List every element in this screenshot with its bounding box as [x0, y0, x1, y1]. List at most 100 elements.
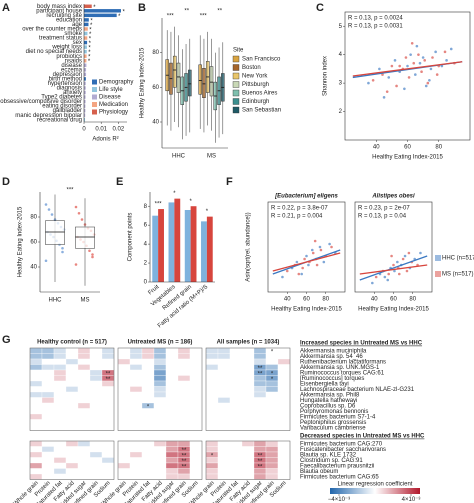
heat-cell — [217, 369, 231, 376]
bar — [84, 18, 89, 22]
heat-cell — [241, 457, 255, 464]
heat-cell — [101, 462, 115, 469]
data-point — [407, 76, 411, 79]
heat-cell — [241, 353, 255, 360]
data-point — [318, 245, 322, 249]
heat-cell — [277, 364, 291, 371]
legend-label: Pittsburgh — [242, 82, 269, 88]
heat-cell — [41, 462, 55, 469]
bar — [84, 72, 87, 77]
heat-cell — [89, 358, 103, 365]
bar — [84, 81, 86, 86]
row-label: Akkermansia muciniphila — [300, 348, 367, 354]
heat-cell — [89, 364, 103, 371]
data-point — [385, 90, 389, 93]
heat-cell — [41, 440, 55, 447]
heat-cell — [141, 468, 155, 475]
heat-cell — [189, 380, 203, 387]
heat-cell — [41, 391, 55, 398]
heat-cell — [229, 380, 243, 387]
heat-cell — [253, 347, 267, 354]
bar — [84, 4, 92, 8]
heat-cell — [153, 375, 167, 382]
heat-cell — [53, 353, 67, 360]
heat-cell — [205, 364, 219, 371]
heat-cell — [165, 440, 179, 447]
row-label: Akkermansia sp. 54_46 — [300, 354, 363, 360]
heat-cell — [253, 446, 267, 453]
significance: ** — [106, 371, 111, 377]
legend-swatch — [232, 89, 240, 97]
heat-cell — [277, 380, 291, 387]
y-tick-label: 3 — [339, 81, 343, 87]
heat-cell — [229, 386, 243, 393]
heat-cell — [241, 369, 255, 376]
heat-cell — [129, 375, 143, 382]
bar — [84, 68, 87, 72]
heat-cell — [129, 440, 143, 447]
x-axis-label: Healthy Eating Index-2015 — [372, 155, 443, 161]
heat-cell — [65, 369, 79, 376]
heat-cell — [241, 451, 255, 458]
data-point — [387, 272, 390, 276]
heat-cell — [165, 347, 179, 354]
heat-cell — [29, 462, 43, 469]
heat-cell — [153, 397, 167, 404]
significance: * — [88, 59, 91, 65]
heat-cell — [141, 446, 155, 453]
legend-swatch — [232, 72, 240, 80]
significance: * — [90, 18, 93, 24]
heat-cell — [205, 413, 219, 420]
row-label: Ruminococcus torques CAG:61 — [300, 370, 385, 376]
data-point — [390, 254, 393, 258]
heat-cell — [141, 364, 155, 371]
heat-cell — [89, 468, 103, 475]
heat-cell — [217, 473, 231, 480]
trend-line — [359, 255, 428, 281]
data-point — [305, 254, 308, 258]
data-point — [374, 275, 378, 279]
heat-cell — [153, 462, 167, 469]
heat-cell — [229, 473, 243, 480]
significance: ** — [184, 9, 189, 15]
bar — [84, 13, 117, 18]
heat-cell — [241, 391, 255, 398]
heat-cell — [77, 358, 91, 365]
heat-cell — [29, 402, 43, 409]
heat-cell — [77, 468, 91, 475]
heat-cell — [177, 473, 191, 480]
category-label: participant house — [36, 8, 82, 14]
heat-cell — [29, 391, 43, 398]
x-tick-label: HHC — [49, 298, 63, 304]
heat-cell — [153, 457, 167, 464]
heat-cell — [53, 468, 67, 475]
heat-cell — [165, 358, 179, 365]
category-label: Type2 diabetes — [41, 95, 82, 101]
heat-cell — [89, 451, 103, 458]
data-point — [367, 81, 370, 85]
heat-cell — [277, 386, 291, 393]
significance: ** — [182, 459, 187, 465]
heat-cell — [277, 451, 291, 458]
heat-cell — [217, 424, 231, 431]
x-tick-label: 60 — [404, 145, 411, 151]
heat-cell — [141, 419, 155, 426]
data-point — [418, 61, 422, 65]
heat-cell — [65, 408, 79, 415]
y-axis-label: Healthy Eating Index-2015 — [18, 206, 24, 277]
significance: ** — [182, 464, 187, 470]
heat-cell — [177, 386, 191, 393]
legend-swatch — [435, 271, 441, 277]
heat-cell — [41, 375, 55, 382]
heat-cell — [165, 369, 179, 376]
legend-swatch — [92, 79, 97, 85]
x-tick-label: Fruit — [147, 284, 160, 297]
heat-cell — [277, 468, 291, 475]
legend-label: Boston — [242, 65, 261, 71]
heat-cell — [41, 386, 55, 393]
row-label: Akkermansia sp. Phil8 — [300, 392, 360, 398]
heat-cell — [205, 440, 219, 447]
heat-cell — [29, 375, 43, 382]
data-point — [412, 61, 416, 65]
data-point — [47, 208, 51, 211]
